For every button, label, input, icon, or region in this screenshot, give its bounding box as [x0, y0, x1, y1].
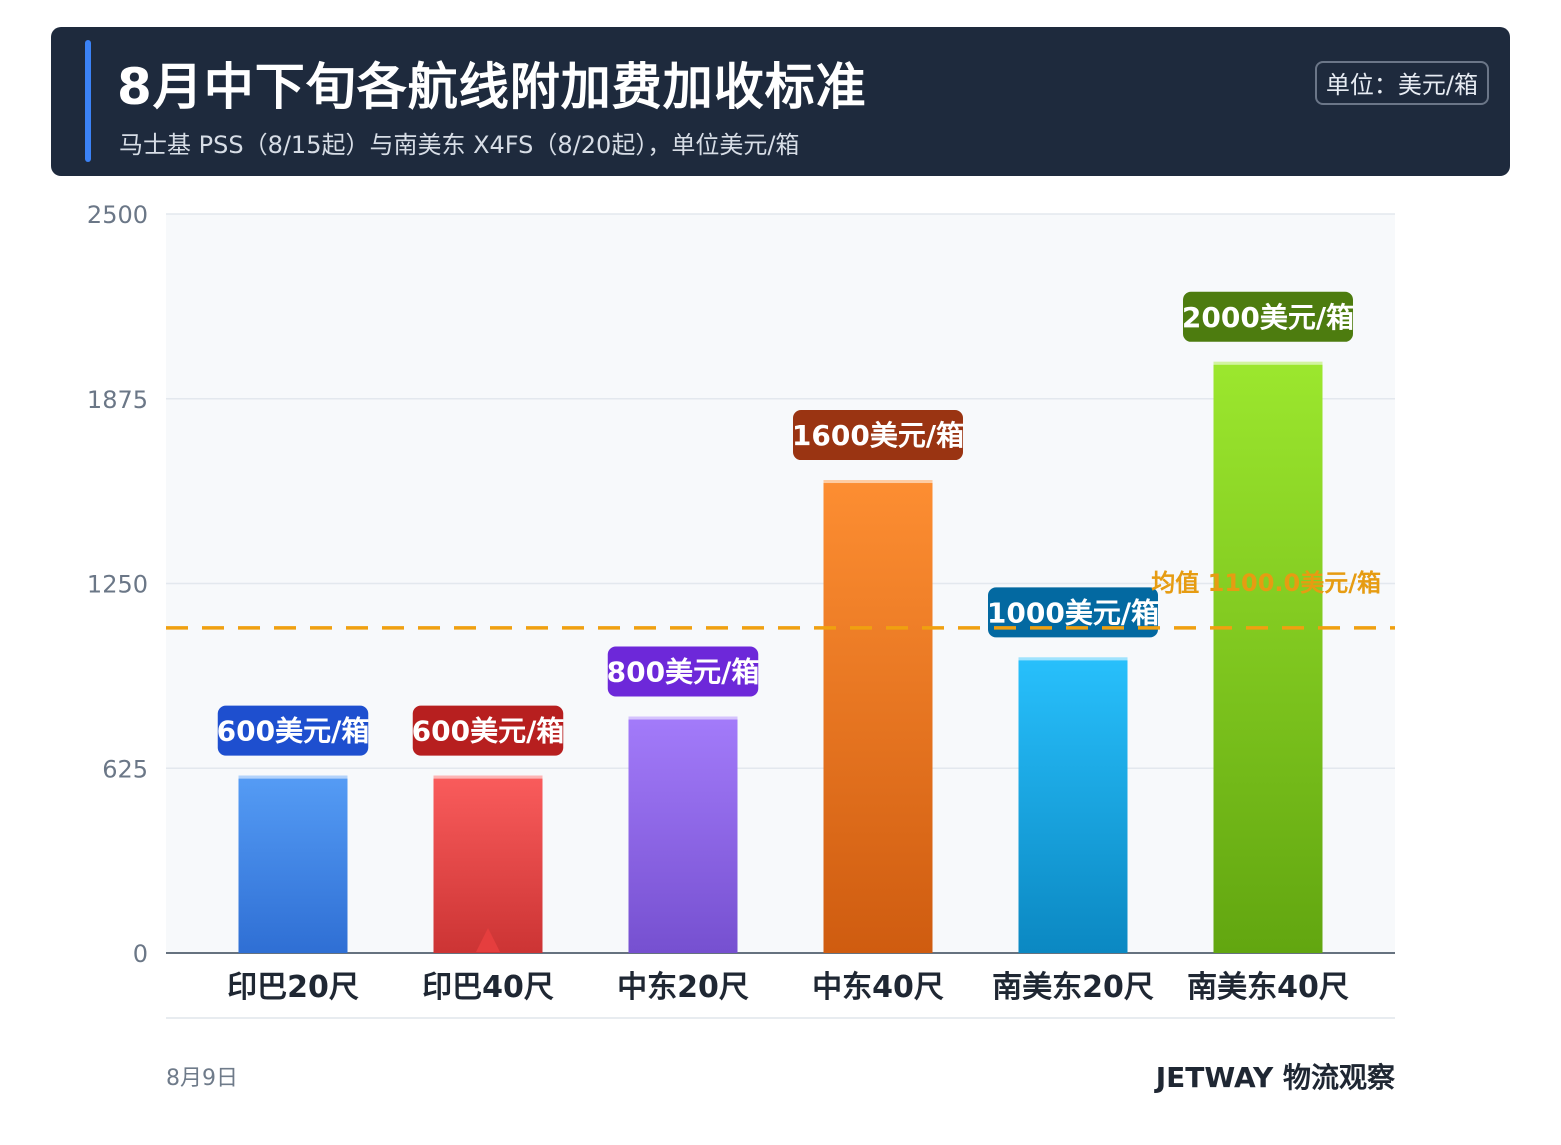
bar [238, 775, 348, 953]
y-tick-label: 625 [102, 755, 148, 783]
bar [1213, 361, 1323, 953]
bar-highlight [1213, 361, 1323, 365]
chart-title: 8月中下旬各航线附加费加收标准 [117, 58, 867, 116]
bar [433, 775, 543, 953]
x-tick-label: 印巴20尺 [227, 970, 359, 1005]
value-label-bg [607, 646, 759, 697]
bar-highlight [433, 775, 543, 779]
x-tick-label: 南美东40尺 [1187, 970, 1349, 1005]
value-label-bg [217, 705, 369, 756]
value-label-bg [988, 587, 1158, 638]
bar-highlight [628, 716, 738, 720]
x-tick-label: 南美东20尺 [992, 970, 1154, 1005]
value-label: 2000美元/箱 [1182, 301, 1354, 334]
value-label: 1600美元/箱 [792, 419, 964, 452]
bar-highlight [1018, 657, 1128, 661]
footer-brand: JETWAY 物流观察 [1155, 1061, 1395, 1094]
chart-header: 8月中下旬各航线附加费加收标准 马士基 PSS（8/15起）与南美东 X4FS（… [51, 27, 1510, 176]
value-label: 600美元/箱 [217, 715, 370, 748]
value-label-bg [793, 410, 963, 461]
bar-highlight [823, 480, 933, 484]
bar [1018, 657, 1128, 953]
bar [628, 716, 738, 953]
chart-subtitle: 马士基 PSS（8/15起）与南美东 X4FS（8/20起），单位美元/箱 [119, 131, 800, 159]
marker-triangle [476, 928, 500, 952]
x-tick-label: 中东20尺 [617, 970, 749, 1005]
header-accent-bar [85, 40, 91, 162]
footer-date: 8月9日 [166, 1066, 238, 1091]
value-label: 800美元/箱 [607, 656, 760, 689]
y-tick-label: 2500 [87, 201, 148, 229]
average-label: 均值 1100.0美元/箱 [1151, 569, 1381, 597]
y-tick-label: 1250 [87, 571, 148, 599]
value-label-bg [412, 705, 564, 756]
y-tick-label: 1875 [87, 386, 148, 414]
x-tick-label: 印巴40尺 [422, 970, 554, 1005]
bar [823, 480, 933, 953]
unit-badge: 单位：美元/箱 [1314, 61, 1489, 105]
value-label: 600美元/箱 [412, 715, 565, 748]
y-tick-label: 0 [133, 940, 148, 968]
value-label: 1000美元/箱 [987, 596, 1159, 629]
x-tick-label: 中东40尺 [812, 970, 944, 1005]
bar-highlight [238, 775, 348, 779]
value-label-bg [1183, 291, 1353, 342]
